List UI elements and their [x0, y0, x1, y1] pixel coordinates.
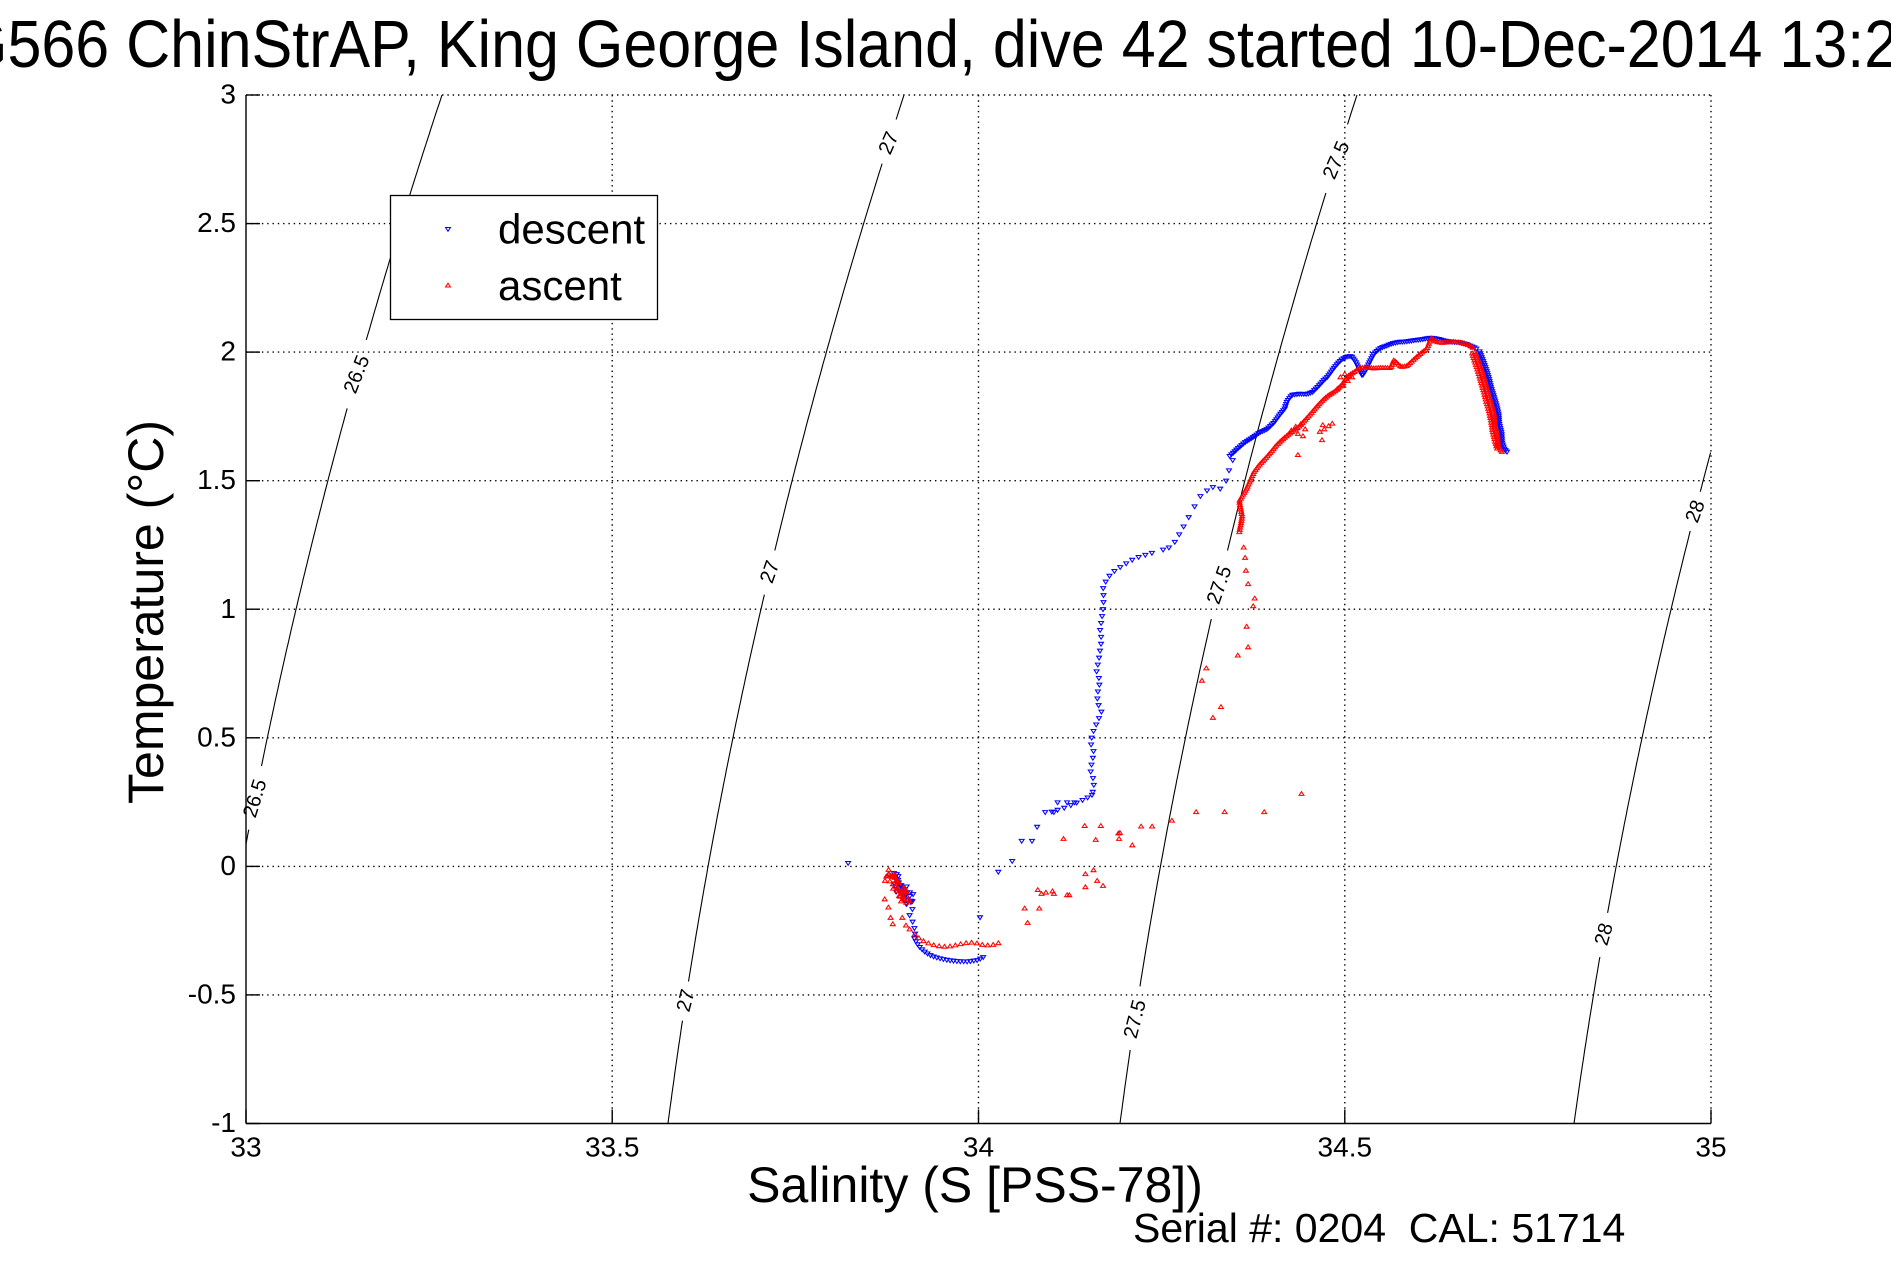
- svg-text:ascent: ascent: [498, 262, 622, 309]
- svg-text:34.5: 34.5: [1318, 1132, 1373, 1163]
- svg-text:27: 27: [673, 987, 700, 1014]
- svg-text:3: 3: [220, 79, 236, 110]
- svg-text:descent: descent: [498, 206, 645, 253]
- svg-text:0.5: 0.5: [197, 721, 236, 752]
- svg-text:33: 33: [230, 1132, 261, 1163]
- svg-text:2: 2: [220, 336, 236, 367]
- svg-text:1.5: 1.5: [197, 464, 236, 495]
- svg-text:33.5: 33.5: [585, 1132, 640, 1163]
- svg-text:Serial #: 0204 CAL: 51714: Serial #: 0204 CAL: 51714: [1133, 1205, 1625, 1251]
- svg-text:1: 1: [220, 593, 236, 624]
- svg-text:-0.5: -0.5: [188, 978, 236, 1009]
- svg-text:G566 ChinStrAP, King George Is: G566 ChinStrAP, King George Island, dive…: [0, 6, 1891, 81]
- svg-text:Temperature (°C): Temperature (°C): [118, 420, 174, 804]
- svg-text:0: 0: [220, 850, 236, 881]
- svg-text:-1: -1: [211, 1107, 236, 1138]
- svg-text:34: 34: [963, 1132, 994, 1163]
- svg-text:2.5: 2.5: [197, 207, 236, 238]
- svg-text:Salinity (S [PSS-78]): Salinity (S [PSS-78]): [747, 1157, 1203, 1213]
- svg-text:35: 35: [1695, 1132, 1726, 1163]
